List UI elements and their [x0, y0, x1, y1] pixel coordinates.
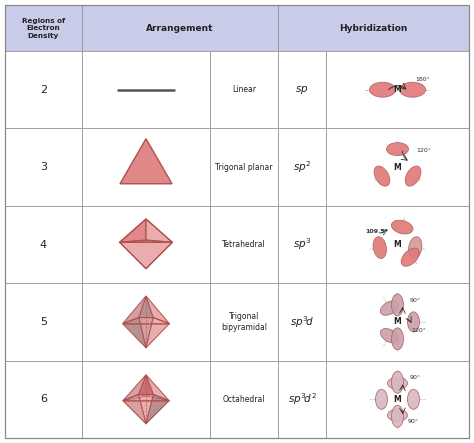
Bar: [82, 128, 210, 206]
Text: $sp^3\!d^2$: $sp^3\!d^2$: [288, 392, 317, 407]
Ellipse shape: [392, 220, 413, 234]
Ellipse shape: [400, 82, 426, 97]
Ellipse shape: [373, 237, 386, 259]
Bar: [278, 128, 326, 206]
Ellipse shape: [401, 248, 419, 266]
Text: M: M: [393, 317, 401, 326]
Bar: [210, 128, 278, 206]
Ellipse shape: [374, 166, 390, 186]
Polygon shape: [119, 240, 173, 242]
Text: $sp$: $sp$: [295, 84, 309, 96]
Polygon shape: [139, 296, 153, 318]
Text: 90°: 90°: [408, 420, 419, 424]
Text: $sp^3\!d$: $sp^3\!d$: [290, 314, 314, 330]
Bar: [278, 361, 326, 438]
Bar: [326, 51, 469, 128]
Bar: [278, 283, 326, 361]
Text: 5: 5: [40, 317, 47, 327]
Bar: [210, 283, 278, 361]
Text: M: M: [393, 240, 401, 249]
Polygon shape: [138, 375, 154, 395]
Bar: [326, 206, 469, 283]
Text: $sp^2$: $sp^2$: [293, 159, 311, 175]
Bar: [5, 128, 82, 206]
Bar: [278, 51, 326, 128]
Text: 6: 6: [40, 394, 47, 404]
Ellipse shape: [409, 237, 422, 259]
Text: 109.5°: 109.5°: [365, 229, 388, 233]
Ellipse shape: [392, 328, 403, 350]
Bar: [5, 361, 82, 438]
Text: 180°: 180°: [416, 77, 430, 82]
Ellipse shape: [392, 294, 403, 316]
Polygon shape: [119, 219, 146, 242]
Ellipse shape: [388, 377, 408, 389]
Text: 90°: 90°: [410, 375, 420, 380]
Polygon shape: [146, 375, 169, 400]
Text: Arrangement: Arrangement: [146, 23, 214, 32]
Polygon shape: [138, 395, 154, 424]
Polygon shape: [146, 318, 169, 348]
Bar: [82, 5, 278, 51]
Polygon shape: [139, 318, 153, 348]
Ellipse shape: [392, 371, 403, 393]
Polygon shape: [123, 318, 146, 348]
Text: 90°: 90°: [410, 298, 420, 303]
Polygon shape: [123, 395, 146, 424]
Bar: [5, 51, 82, 128]
Bar: [5, 283, 82, 361]
Bar: [5, 206, 82, 283]
Polygon shape: [123, 296, 146, 324]
Text: Octahedral: Octahedral: [223, 395, 265, 404]
Bar: [278, 206, 326, 283]
Polygon shape: [120, 139, 172, 184]
Text: 3: 3: [40, 162, 47, 172]
Ellipse shape: [388, 409, 408, 421]
Text: Trigonal planar: Trigonal planar: [215, 163, 273, 171]
Bar: [326, 361, 469, 438]
Bar: [82, 206, 210, 283]
Text: Linear: Linear: [232, 85, 256, 94]
Ellipse shape: [375, 389, 388, 409]
Text: $sp^3$: $sp^3$: [293, 237, 311, 253]
Text: M: M: [393, 163, 401, 171]
Text: Regions of
Electron
Density: Regions of Electron Density: [22, 18, 65, 39]
Polygon shape: [123, 375, 146, 400]
Text: M: M: [393, 85, 401, 94]
Text: M: M: [393, 395, 401, 404]
Text: 120°: 120°: [417, 148, 431, 153]
Ellipse shape: [392, 405, 403, 427]
Text: Tetrahedral: Tetrahedral: [222, 240, 266, 249]
Polygon shape: [119, 242, 173, 269]
Bar: [5, 5, 82, 51]
Polygon shape: [146, 296, 169, 324]
Text: 4: 4: [40, 240, 47, 249]
Text: 2: 2: [40, 85, 47, 95]
Bar: [326, 128, 469, 206]
Bar: [326, 283, 469, 361]
Ellipse shape: [370, 82, 395, 97]
Text: 120°: 120°: [411, 328, 427, 333]
Polygon shape: [146, 219, 173, 242]
Bar: [278, 5, 469, 51]
Ellipse shape: [408, 389, 419, 409]
Ellipse shape: [380, 301, 399, 315]
Bar: [82, 51, 210, 128]
Bar: [82, 283, 210, 361]
Ellipse shape: [380, 329, 399, 343]
Text: Hybridization: Hybridization: [339, 23, 408, 32]
Bar: [82, 361, 210, 438]
Bar: [210, 206, 278, 283]
Bar: [210, 361, 278, 438]
Bar: [210, 51, 278, 128]
Ellipse shape: [405, 166, 421, 186]
Text: Trigonal
bipyramidal: Trigonal bipyramidal: [221, 312, 267, 332]
Ellipse shape: [386, 143, 409, 155]
Polygon shape: [146, 395, 169, 424]
Ellipse shape: [408, 312, 419, 332]
